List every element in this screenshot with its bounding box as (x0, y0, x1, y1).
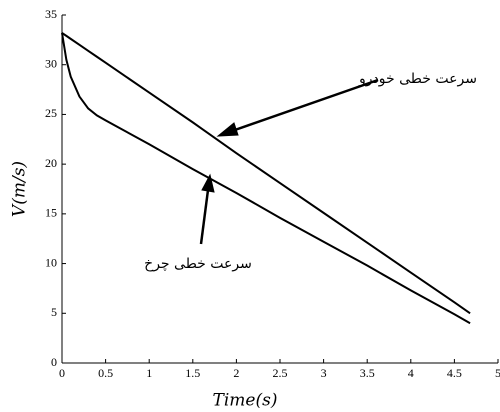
annotation: سرعت خطی خودرو (358, 71, 477, 87)
y-tick-label: 20 (45, 156, 57, 170)
y-tick-label: 30 (45, 56, 57, 70)
y-tick-label: 25 (45, 106, 57, 120)
y-tick-label: 0 (51, 355, 57, 369)
data-line (61, 32, 471, 325)
y-tick-label: 10 (45, 255, 57, 269)
x-tick-label: 4 (408, 366, 414, 380)
y-tick-label: 15 (45, 206, 57, 220)
x-axis-label: Time(s) (213, 391, 278, 411)
x-tick-label: 1 (146, 366, 152, 380)
data-line (61, 32, 471, 315)
x-tick-label: 2.5 (273, 366, 288, 380)
arrow (216, 78, 379, 137)
x-tick-label: 0 (59, 366, 65, 380)
x-tick-label: 0.5 (98, 366, 113, 380)
x-tick-label: 2 (233, 366, 239, 380)
annotation: سرعت خطی چرخ (144, 256, 252, 272)
y-tick-label: 35 (45, 7, 57, 21)
x-tick-label: 4.5 (447, 366, 462, 380)
y-tick-label: 5 (51, 305, 57, 319)
y-axis-label: V(m/s) (10, 161, 30, 217)
x-tick-label: 1.5 (185, 366, 200, 380)
x-tick-label: 3.5 (360, 366, 375, 380)
x-tick-label: 3 (321, 366, 327, 380)
arrow (199, 173, 215, 245)
x-tick-label: 5 (495, 366, 500, 380)
